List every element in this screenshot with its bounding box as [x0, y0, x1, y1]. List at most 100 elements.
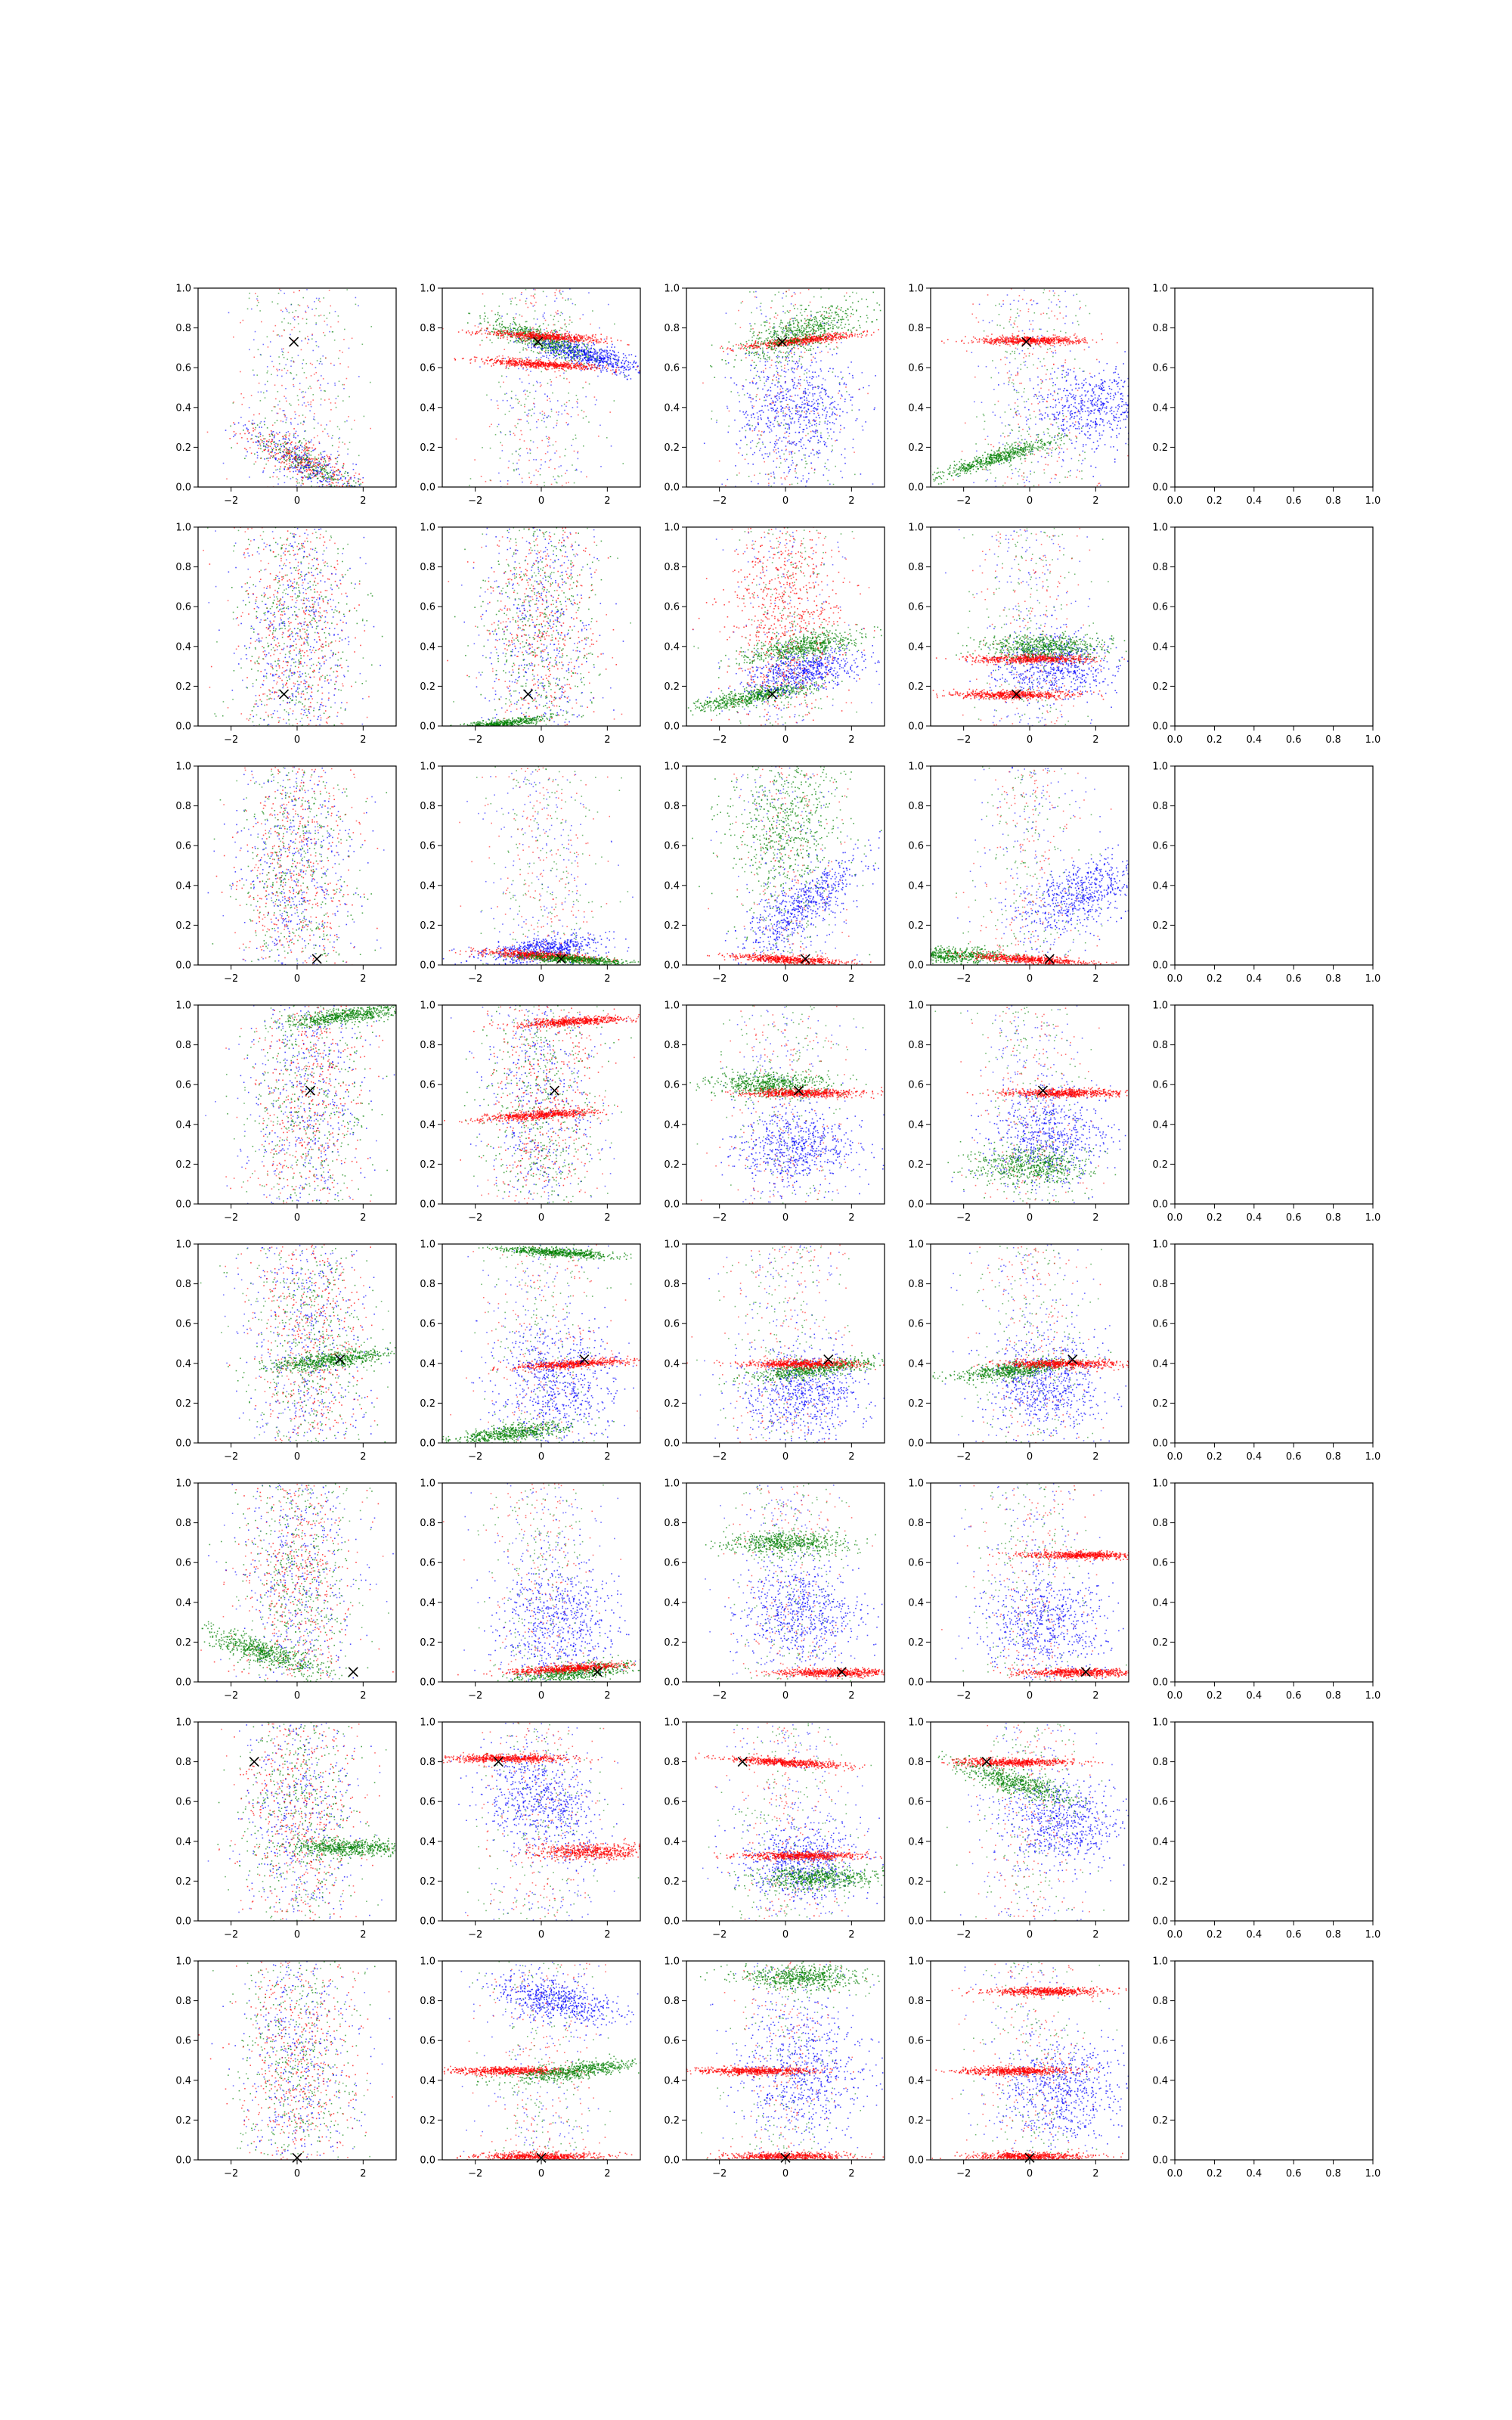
data-point	[618, 358, 619, 360]
data-point	[608, 304, 609, 306]
data-point	[273, 448, 274, 449]
data-point	[500, 326, 501, 327]
data-point	[305, 448, 306, 449]
data-point	[537, 330, 538, 332]
data-point	[289, 439, 290, 441]
data-point	[603, 367, 604, 368]
y-tick-label: 0.6	[175, 363, 191, 374]
data-point	[312, 399, 314, 401]
data-point	[525, 394, 526, 396]
data-point	[307, 476, 308, 478]
data-point	[463, 358, 464, 359]
data-point	[574, 367, 575, 368]
data-point	[299, 462, 301, 464]
data-point	[330, 454, 332, 455]
data-point	[548, 336, 550, 337]
data-point	[255, 436, 256, 437]
data-point	[596, 352, 598, 353]
data-point	[282, 351, 284, 352]
data-point	[353, 480, 355, 482]
data-point	[796, 406, 798, 408]
data-point	[805, 461, 807, 462]
data-point	[324, 428, 326, 430]
data-point	[761, 455, 763, 456]
data-point	[522, 360, 524, 361]
data-point	[296, 460, 297, 461]
data-point	[610, 363, 612, 365]
data-point	[528, 473, 530, 474]
data-point	[298, 323, 299, 324]
data-point	[591, 359, 593, 361]
data-point	[298, 399, 299, 401]
data-point	[776, 371, 778, 372]
data-point	[350, 498, 352, 499]
data-point	[266, 458, 268, 460]
data-point	[265, 384, 266, 386]
data-point	[526, 420, 528, 422]
data-point	[238, 422, 240, 424]
data-point	[253, 357, 255, 358]
data-point	[544, 485, 545, 486]
data-point	[580, 364, 581, 365]
data-point	[817, 413, 819, 414]
data-point	[839, 384, 841, 386]
data-point	[516, 451, 517, 452]
data-point	[513, 317, 514, 318]
data-point	[531, 350, 532, 352]
data-point	[487, 318, 488, 319]
data-point	[585, 368, 587, 369]
data-point	[273, 366, 274, 368]
data-point	[587, 352, 589, 353]
data-point	[501, 315, 503, 317]
y-tick-label: 0.6	[420, 363, 435, 374]
data-point	[624, 363, 625, 365]
data-point	[510, 332, 511, 334]
data-point	[302, 483, 304, 485]
data-point	[279, 401, 280, 402]
data-point	[594, 351, 596, 352]
data-point	[573, 337, 575, 338]
data-point	[466, 331, 467, 333]
data-point	[556, 313, 558, 315]
data-point	[341, 474, 342, 476]
data-point	[243, 425, 244, 427]
data-point	[805, 435, 807, 436]
data-point	[299, 455, 300, 456]
data-point	[544, 364, 546, 365]
data-point	[585, 357, 587, 358]
data-point	[736, 384, 738, 386]
data-point	[538, 471, 539, 473]
data-point	[305, 476, 306, 478]
data-point	[282, 457, 284, 458]
data-point	[316, 345, 318, 346]
data-point	[532, 331, 534, 333]
data-point	[494, 314, 496, 315]
data-point	[343, 388, 345, 389]
data-point	[306, 377, 308, 379]
data-point	[565, 359, 566, 361]
data-point	[373, 508, 375, 510]
data-point	[558, 336, 559, 337]
data-point	[551, 408, 553, 410]
data-point	[293, 433, 295, 435]
data-point	[594, 365, 596, 366]
data-point	[804, 374, 805, 375]
data-point	[287, 455, 288, 457]
data-point	[588, 292, 590, 293]
data-point	[813, 404, 814, 405]
data-point	[342, 467, 344, 469]
data-point	[258, 436, 259, 438]
data-point	[537, 347, 538, 349]
data-point	[527, 345, 528, 346]
data-point	[531, 346, 533, 347]
data-point	[284, 330, 285, 331]
data-point	[568, 340, 569, 341]
data-point	[519, 401, 520, 402]
data-point	[497, 334, 499, 336]
data-point	[569, 364, 570, 365]
data-point	[294, 316, 296, 318]
data-point	[362, 343, 364, 345]
data-point	[507, 361, 509, 363]
data-point	[632, 364, 634, 365]
data-point	[277, 483, 279, 485]
